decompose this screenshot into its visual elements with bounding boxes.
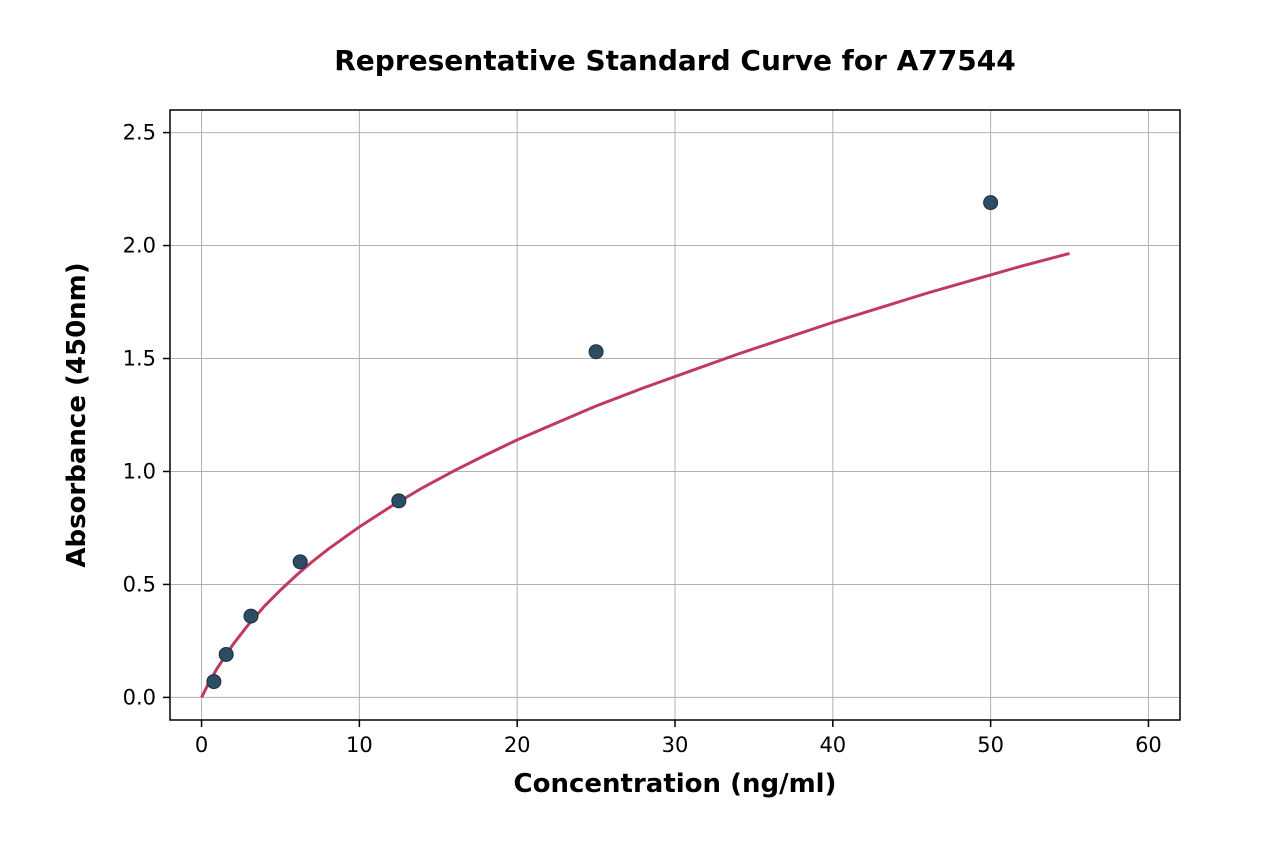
data-points	[207, 196, 998, 689]
y-tick-label: 1.0	[123, 459, 156, 483]
y-axis-label: Absorbance (450nm)	[62, 262, 92, 567]
data-point	[293, 555, 307, 569]
data-point	[244, 609, 258, 623]
chart-title: Representative Standard Curve for A77544	[334, 44, 1016, 77]
y-tick-label: 0.5	[123, 572, 156, 596]
data-point	[392, 494, 406, 508]
x-ticks: 0 10 20 30 40 50 60	[195, 720, 1162, 757]
y-tick-label: 0.0	[123, 685, 156, 709]
x-tick-label: 60	[1135, 733, 1162, 757]
x-tick-label: 30	[662, 733, 689, 757]
chart-container: Representative Standard Curve for A77544…	[0, 0, 1280, 845]
x-tick-label: 20	[504, 733, 531, 757]
data-point	[219, 647, 233, 661]
x-tick-label: 50	[977, 733, 1004, 757]
x-tick-label: 0	[195, 733, 208, 757]
grid	[170, 110, 1180, 720]
x-axis-label: Concentration (ng/ml)	[514, 769, 837, 799]
data-point	[589, 345, 603, 359]
y-tick-label: 2.0	[123, 234, 156, 258]
data-point	[984, 196, 998, 210]
y-tick-label: 1.5	[123, 347, 156, 371]
y-tick-label: 2.5	[123, 121, 156, 145]
x-tick-label: 10	[346, 733, 373, 757]
x-tick-label: 40	[819, 733, 846, 757]
fitted-curve	[202, 253, 1070, 697]
data-point	[207, 675, 221, 689]
standard-curve-chart: Representative Standard Curve for A77544…	[0, 0, 1280, 845]
y-ticks: 0.0 0.5 1.0 1.5 2.0 2.5	[123, 121, 170, 710]
